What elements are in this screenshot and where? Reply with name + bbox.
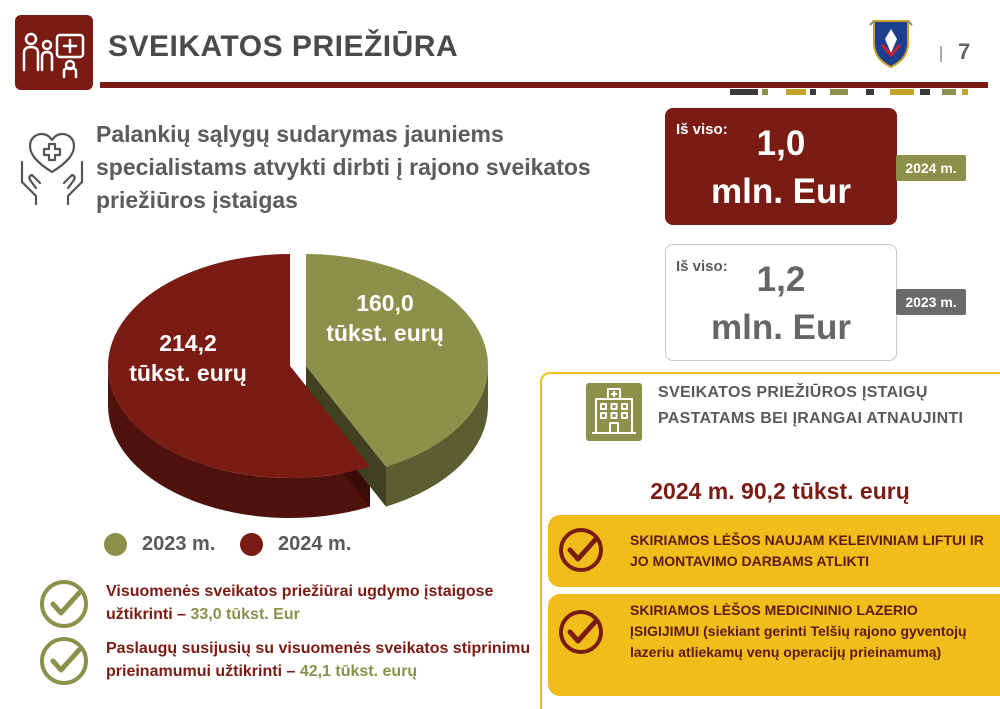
legend-label-2024: 2024 m. <box>278 533 352 555</box>
total-box-2023-label: Iš viso: <box>676 258 728 275</box>
total-2023-unit: mln. Eur <box>710 308 852 347</box>
pie-label-2023-value: 160,0 <box>356 290 414 316</box>
panel-amount: 2024 m. 90,2 tūkst. eurų <box>650 478 910 504</box>
page-number: 7 <box>958 39 971 64</box>
total-box-2023 <box>665 244 897 361</box>
total-box-2024-label: Iš viso: <box>676 121 728 138</box>
header-divider-stripes <box>690 82 988 95</box>
renovation-panel <box>540 372 1000 709</box>
check-circle-icon <box>557 608 605 656</box>
pie-label-2024-value: 214,2 <box>159 330 217 356</box>
bottom-item-2: Paslaugų susijusių su visuomenės sveikat… <box>106 637 546 683</box>
page-title: SVEIKATOS PRIEŽIŪRA <box>108 30 459 63</box>
bottom-item-1-text: Visuomenės sveikatos priežiūrai ugdymo į… <box>106 583 494 623</box>
funding-item-1-text: SKIRIAMOS LĖŠOS NAUJAM KELEIVINIAM LIFTU… <box>630 532 984 569</box>
total-box-2024-value: 1,0 mln. Eur <box>665 120 897 216</box>
pie-slice-2024 <box>108 254 370 478</box>
panel-title: SVEIKATOS PRIEŽIŪROS ĮSTAIGŲ PASTATAMS B… <box>658 384 964 427</box>
legend-label-2023: 2023 m. <box>142 533 216 555</box>
pie-label-2023: 160,0 tūkst. eurų <box>300 288 470 348</box>
coat-of-arms-logo <box>868 17 914 69</box>
pie-label-2024: 214,2 tūkst. eurų <box>108 328 268 388</box>
pie-label-2023-unit: tūkst. eurų <box>326 320 444 346</box>
pie-wall-2024 <box>108 366 370 518</box>
pie-label-2024-unit: tūkst. eurų <box>129 360 247 386</box>
header-separator <box>940 46 942 62</box>
hospital-building-icon <box>586 383 642 441</box>
check-circle-icon <box>38 578 90 630</box>
year-tag-2023: 2023 m. <box>896 289 966 315</box>
total-2024-unit: mln. Eur <box>710 172 852 211</box>
legend-swatch-2023 <box>104 533 127 556</box>
header-divider <box>100 82 988 88</box>
pie-chart <box>108 254 489 518</box>
year-tag-2024: 2024 m. <box>896 155 966 181</box>
total-2024-number: 1,0 <box>756 124 806 163</box>
check-circle-icon <box>557 526 605 574</box>
total-box-2023-value: 1,2 mln. Eur <box>665 256 897 352</box>
total-2023-number: 1,2 <box>756 260 806 299</box>
pie-slice-2023 <box>306 254 489 467</box>
bottom-item-2-amount: 42,1 tūkst. eurų <box>299 663 418 680</box>
check-circle-icon <box>38 635 90 687</box>
family-health-icon <box>15 15 93 90</box>
heart-hands-icon <box>18 128 86 208</box>
total-box-2024 <box>665 108 897 225</box>
pie-cut-wall-2023 <box>306 366 386 507</box>
bottom-item-1-amount: 33,0 tūkst. Eur <box>190 606 300 623</box>
funding-item-2 <box>548 594 1000 696</box>
section-heading: Palankių sąlygų sudarymas jauniems speci… <box>96 121 591 213</box>
funding-item-2-text: SKIRIAMOS LĖŠOS MEDICININIO LAZERIO ĮSIG… <box>630 602 967 660</box>
bottom-item-1: Visuomenės sveikatos priežiūrai ugdymo į… <box>106 580 526 626</box>
bottom-item-2-text: Paslaugų susijusių su visuomenės sveikat… <box>106 640 531 680</box>
pie-wall-2023 <box>385 366 488 507</box>
legend-swatch-2024 <box>240 533 263 556</box>
funding-item-1 <box>548 515 1000 587</box>
